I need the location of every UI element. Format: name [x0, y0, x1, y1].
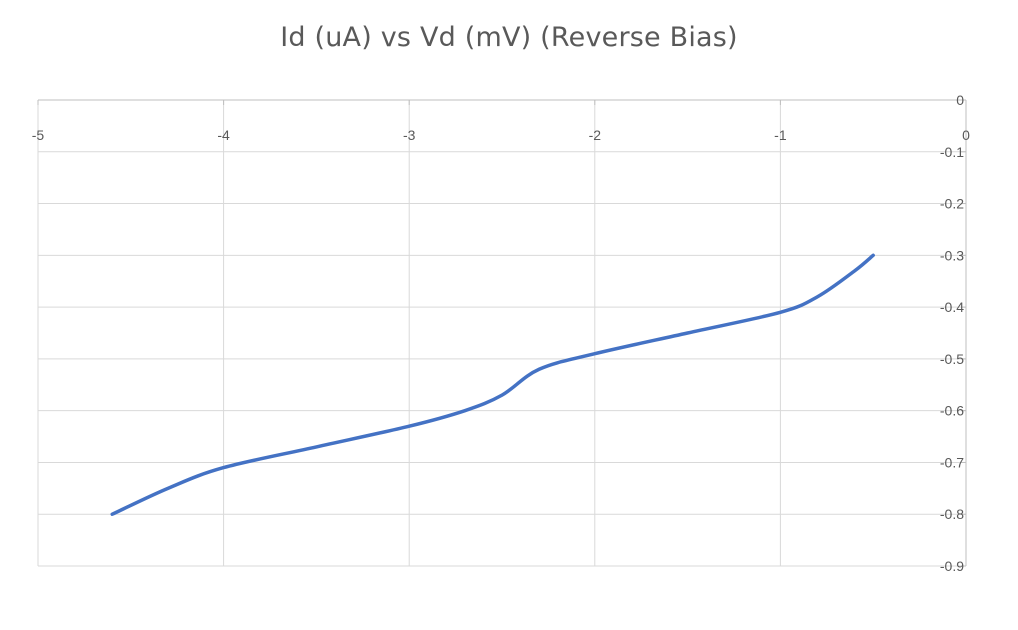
y-tick-label: -0.8 [940, 506, 964, 522]
tick-labels: -5 -4 -3 -2 -1 00-0.1-0.2-0.3-0.4-0.5-0.6-0.7… [32, 92, 970, 574]
y-tick-label: -0.2 [940, 196, 964, 212]
y-tick-label: -0.7 [940, 454, 964, 470]
x-tick-label: -3 [403, 127, 416, 143]
series-layer [110, 253, 875, 516]
y-tick-label: -0.3 [940, 247, 964, 263]
chart-title: Id (uA) vs Vd (mV) (Reverse Bias) [280, 22, 738, 53]
x-tick-label: -5 [32, 127, 45, 143]
y-tick-label: -0.5 [940, 351, 964, 367]
x-tick-label: -4 [217, 127, 230, 143]
y-tick-label: -0.1 [940, 144, 964, 160]
x-tick-label: 0 [962, 127, 970, 143]
series-line [110, 253, 875, 516]
y-tick-label: -0.9 [940, 558, 964, 574]
gridlines [37, 99, 967, 567]
axes [37, 99, 967, 567]
y-tick-label: -0.4 [940, 299, 964, 315]
y-tick-label: -0.6 [940, 403, 964, 419]
x-tick-label: -1 [774, 127, 787, 143]
y-tick-label: 0 [956, 92, 964, 108]
x-tick-label: -2 [589, 127, 602, 143]
